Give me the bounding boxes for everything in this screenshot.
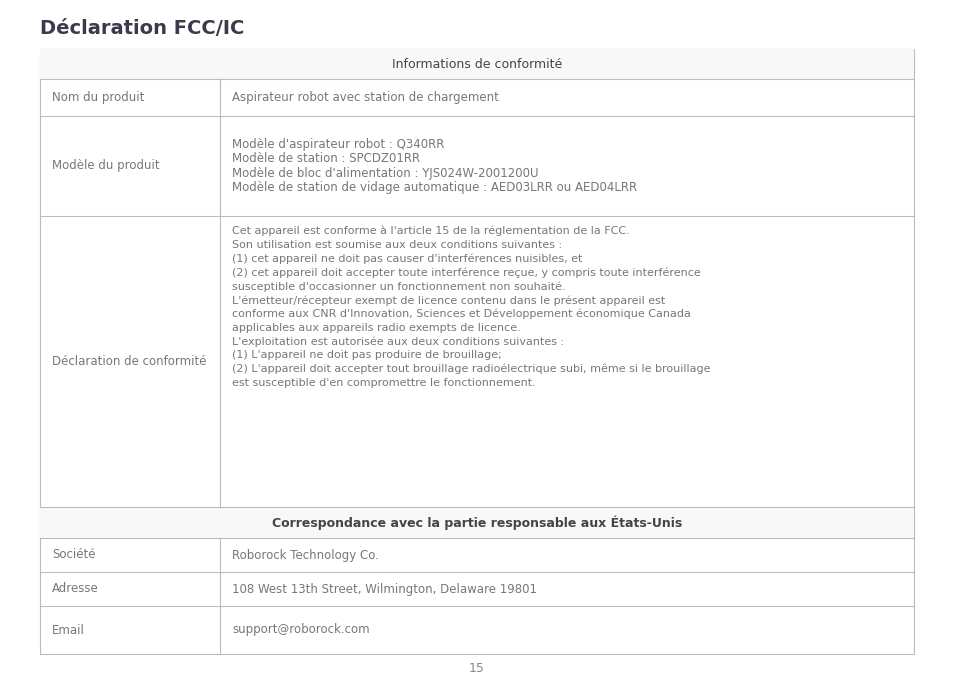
- Text: Modèle du produit: Modèle du produit: [52, 160, 159, 173]
- Text: Déclaration FCC/IC: Déclaration FCC/IC: [40, 20, 244, 38]
- Text: est susceptible d'en compromettre le fonctionnement.: est susceptible d'en compromettre le fon…: [232, 378, 536, 388]
- Text: 15: 15: [469, 662, 484, 674]
- Text: conforme aux CNR d'Innovation, Sciences et Développement économique Canada: conforme aux CNR d'Innovation, Sciences …: [232, 309, 690, 319]
- Text: Email: Email: [52, 623, 85, 636]
- Text: (2) L'appareil doit accepter tout brouillage radioélectrique subi, même si le br: (2) L'appareil doit accepter tout brouil…: [232, 364, 710, 374]
- Text: Adresse: Adresse: [52, 582, 99, 595]
- Text: susceptible d'occasionner un fonctionnement non souhaité.: susceptible d'occasionner un fonctionnem…: [232, 281, 565, 292]
- Text: Société: Société: [52, 548, 95, 561]
- Text: Modèle de bloc d'alimentation : YJS024W-2001200U: Modèle de bloc d'alimentation : YJS024W-…: [232, 167, 537, 180]
- Text: support@roborock.com: support@roborock.com: [232, 623, 369, 636]
- Text: applicables aux appareils radio exempts de licence.: applicables aux appareils radio exempts …: [232, 323, 520, 333]
- Text: Correspondance avec la partie responsable aux États-Unis: Correspondance avec la partie responsabl…: [272, 515, 681, 530]
- Bar: [40, 49, 913, 79]
- Text: Informations de conformité: Informations de conformité: [392, 57, 561, 70]
- Text: Nom du produit: Nom du produit: [52, 91, 144, 104]
- Text: Modèle de station : SPCDZ01RR: Modèle de station : SPCDZ01RR: [232, 152, 419, 165]
- Text: (1) cet appareil ne doit pas causer d'interférences nuisibles, et: (1) cet appareil ne doit pas causer d'in…: [232, 254, 581, 264]
- Text: Modèle de station de vidage automatique : AED03LRR ou AED04LRR: Modèle de station de vidage automatique …: [232, 181, 637, 194]
- Text: (1) L'appareil ne doit pas produire de brouillage;: (1) L'appareil ne doit pas produire de b…: [232, 350, 501, 360]
- Text: L'émetteur/récepteur exempt de licence contenu dans le présent appareil est: L'émetteur/récepteur exempt de licence c…: [232, 295, 664, 306]
- Text: (2) cet appareil doit accepter toute interférence reçue, y compris toute interfé: (2) cet appareil doit accepter toute int…: [232, 267, 700, 278]
- Bar: [40, 507, 913, 538]
- Text: Aspirateur robot avec station de chargement: Aspirateur robot avec station de chargem…: [232, 91, 498, 104]
- Text: Roborock Technology Co.: Roborock Technology Co.: [232, 548, 378, 561]
- Text: Modèle d'aspirateur robot : Q340RR: Modèle d'aspirateur robot : Q340RR: [232, 138, 444, 151]
- Text: Déclaration de conformité: Déclaration de conformité: [52, 355, 206, 368]
- Text: 108 West 13th Street, Wilmington, Delaware 19801: 108 West 13th Street, Wilmington, Delawa…: [232, 582, 537, 595]
- Text: L'exploitation est autorisée aux deux conditions suivantes :: L'exploitation est autorisée aux deux co…: [232, 336, 563, 347]
- Text: Cet appareil est conforme à l'article 15 de la réglementation de la FCC.: Cet appareil est conforme à l'article 15…: [232, 226, 629, 237]
- Bar: [40, 49, 913, 654]
- Text: Son utilisation est soumise aux deux conditions suivantes :: Son utilisation est soumise aux deux con…: [232, 240, 561, 250]
